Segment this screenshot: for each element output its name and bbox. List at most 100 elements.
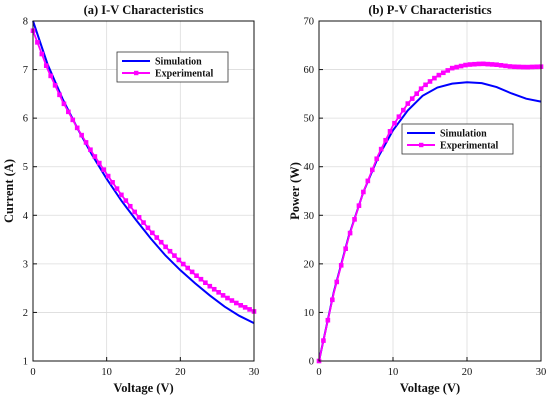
chart-title: (a) I-V Characteristics: [84, 3, 204, 17]
y-tick-label: 3: [23, 259, 28, 270]
x-tick-label: 30: [536, 367, 547, 378]
data-point-experimental: [498, 62, 504, 68]
data-point-experimental: [414, 91, 419, 96]
data-point-experimental: [347, 230, 353, 236]
data-point-experimental: [123, 198, 129, 203]
data-point-experimental: [427, 79, 433, 84]
data-point-experimental: [207, 283, 213, 289]
data-point-experimental: [238, 303, 244, 308]
data-point-experimental: [189, 269, 195, 275]
data-point-experimental: [392, 120, 397, 126]
legend-box: [401, 123, 514, 155]
x-axis-label: Voltage (V): [113, 381, 173, 395]
data-point-experimental: [97, 160, 102, 166]
data-point-experimental: [180, 261, 186, 267]
y-tick-label: 50: [304, 114, 315, 125]
legend-marker-experimental: [419, 142, 424, 148]
data-point-experimental: [361, 189, 366, 195]
x-axis-label: Voltage (V): [400, 381, 460, 395]
data-point-experimental: [141, 220, 146, 225]
legend-label-experimental: Experimental: [440, 141, 499, 152]
data-point-experimental: [105, 173, 111, 179]
data-point-experimental: [378, 146, 384, 152]
data-point-experimental: [150, 230, 155, 236]
data-point-experimental: [198, 276, 204, 282]
data-point-experimental: [476, 61, 482, 67]
data-point-experimental: [48, 73, 53, 79]
data-point-experimental: [145, 225, 151, 231]
data-point-experimental: [154, 235, 160, 240]
data-point-experimental: [220, 293, 226, 298]
x-tick-label: 10: [388, 367, 399, 378]
y-tick-label: 8: [23, 17, 28, 28]
legend-box: [116, 51, 229, 83]
x-tick-label: 30: [249, 367, 260, 378]
y-tick-label: 30: [304, 211, 315, 222]
data-point-experimental: [229, 298, 235, 303]
data-point-experimental: [525, 64, 530, 70]
y-tick-label: 0: [309, 357, 314, 368]
data-point-experimental: [494, 62, 499, 68]
data-point-experimental: [185, 265, 190, 271]
y-tick-label: 5: [23, 162, 28, 173]
x-tick-label: 20: [175, 367, 186, 378]
y-tick-label: 2: [23, 308, 28, 319]
data-point-experimental: [418, 86, 424, 92]
y-tick-label: 70: [304, 17, 315, 28]
data-point-experimental: [458, 63, 464, 69]
x-tick-label: 0: [30, 367, 35, 378]
data-point-experimental: [176, 257, 182, 263]
y-tick-label: 6: [23, 114, 28, 125]
data-point-experimental: [35, 40, 40, 45]
axes-box: [32, 20, 255, 362]
data-point-experimental: [101, 167, 107, 172]
data-point-experimental: [114, 186, 120, 191]
data-point-experimental: [383, 137, 388, 143]
data-point-experimental: [211, 286, 217, 292]
data-point-experimental: [158, 239, 164, 245]
data-point-experimental: [463, 62, 468, 68]
data-point-experimental: [503, 63, 508, 69]
chart-title: (b) P-V Characteristics: [368, 3, 491, 17]
chart-panel-pv: 0 10 20 30 0 10 20 30 40 50 60 70 (b) P-V Characteri…: [288, 3, 546, 395]
data-point-experimental: [119, 192, 124, 198]
data-point-experimental: [409, 96, 415, 101]
data-point-experimental: [387, 129, 393, 134]
data-point-experimental: [132, 209, 137, 215]
data-point-experimental: [127, 203, 133, 209]
data-point-experimental: [225, 295, 230, 301]
y-tick-label: 4: [23, 211, 29, 222]
data-point-experimental: [79, 132, 84, 138]
data-point-experimental: [405, 101, 411, 106]
data-point-experimental: [396, 114, 402, 119]
data-point-experimental: [57, 92, 62, 98]
data-point-experimental: [454, 64, 459, 70]
y-tick-label: 60: [304, 65, 315, 76]
data-point-experimental: [52, 83, 58, 88]
data-point-experimental: [480, 61, 486, 67]
data-point-experimental: [321, 338, 326, 343]
y-tick-label: 20: [304, 259, 315, 270]
data-point-experimental: [163, 244, 168, 250]
data-point-experimental: [136, 215, 142, 220]
data-point-experimental: [374, 156, 380, 162]
chart-panel-iv: 0 10 20 30 1 2 3 4 5 6 7 8 (a) I-V Characteristics Vo…: [2, 3, 259, 395]
data-point-experimental: [203, 280, 208, 286]
data-point-experimental: [467, 62, 473, 67]
data-point-experimental: [338, 263, 344, 268]
data-point-experimental: [172, 253, 177, 258]
data-point-experimental: [356, 203, 362, 208]
x-tick-label: 0: [316, 367, 321, 378]
data-point-experimental: [234, 300, 239, 306]
data-point-experimental: [325, 317, 331, 323]
y-tick-label: 7: [23, 65, 28, 76]
data-point-experimental: [88, 147, 93, 153]
data-point-experimental: [441, 70, 446, 76]
data-point-experimental: [242, 305, 248, 310]
data-point-experimental: [520, 64, 526, 70]
plot-area: [319, 21, 541, 361]
y-axis-label: Current (A): [2, 159, 16, 223]
